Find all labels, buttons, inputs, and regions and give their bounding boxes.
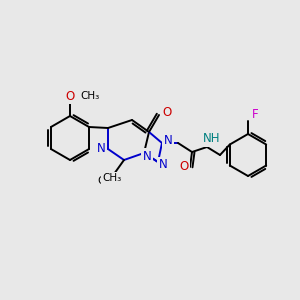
Text: F: F	[252, 109, 258, 122]
Text: N: N	[97, 142, 105, 155]
Text: O: O	[162, 106, 172, 118]
Text: NH: NH	[203, 133, 221, 146]
Text: O: O	[65, 89, 75, 103]
Text: N: N	[142, 149, 152, 163]
Text: O: O	[64, 89, 74, 103]
Text: N: N	[164, 134, 172, 146]
Text: CH₃: CH₃	[98, 176, 117, 186]
Text: O: O	[179, 160, 189, 173]
Text: N: N	[159, 158, 167, 172]
Text: CH₃: CH₃	[102, 173, 122, 183]
Text: CH₃: CH₃	[80, 91, 99, 101]
Text: CH₃: CH₃	[80, 91, 99, 101]
